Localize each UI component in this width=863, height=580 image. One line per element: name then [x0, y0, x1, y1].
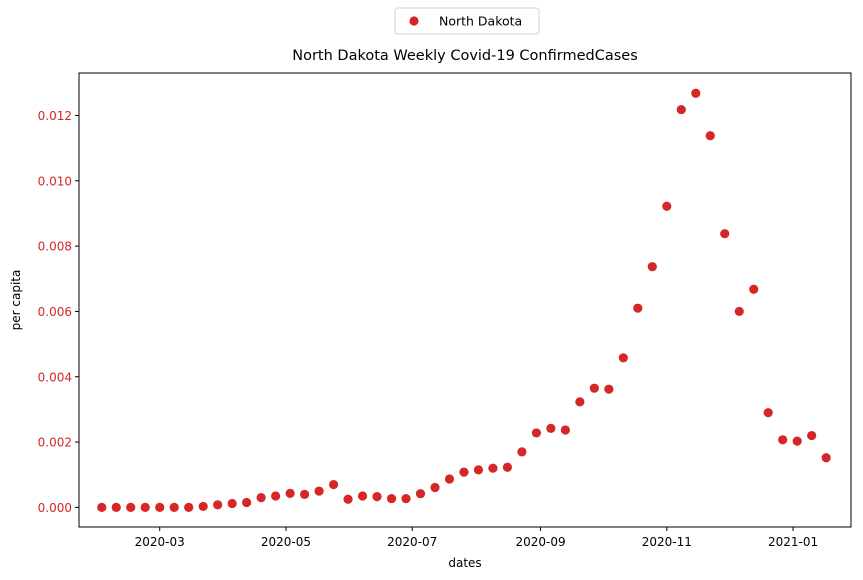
legend-marker	[409, 16, 419, 26]
data-point	[575, 397, 585, 407]
data-point	[734, 306, 744, 317]
x-tick-label: 2021-01	[768, 535, 818, 549]
data-point	[401, 493, 411, 504]
x-tick-label: 2020-11	[642, 535, 692, 549]
data-point	[415, 489, 426, 499]
data-point	[444, 474, 455, 484]
data-point	[749, 284, 759, 294]
legend-entry-north-dakota: North Dakota	[439, 14, 522, 29]
x-tick-label: 2020-03	[135, 535, 185, 549]
data-points	[97, 88, 831, 513]
data-point	[633, 303, 643, 313]
y-tick-label: 0.008	[38, 240, 72, 254]
data-point	[473, 465, 484, 475]
x-tick-label: 2020-05	[261, 535, 311, 549]
data-point	[357, 491, 368, 501]
data-point	[285, 488, 295, 498]
data-point	[807, 430, 817, 441]
data-point	[546, 423, 556, 433]
y-tick-label: 0.002	[38, 436, 72, 450]
data-point	[271, 491, 281, 501]
legend-box	[394, 7, 540, 35]
data-point	[821, 453, 831, 463]
data-point	[169, 502, 179, 513]
data-point	[227, 498, 237, 509]
data-point	[763, 408, 773, 418]
data-point	[459, 467, 469, 477]
data-point	[372, 492, 382, 502]
data-point	[328, 479, 339, 490]
data-point	[111, 502, 121, 513]
x-axis-ticks: 2020-03 2020-05 2020-07 2020-09 2020-11 2021-…	[135, 527, 818, 549]
data-point	[256, 493, 266, 503]
data-point	[720, 229, 730, 239]
data-point	[126, 502, 136, 513]
y-axis-ticks: 0.000 0.002 0.004 0.006 0.008 0.010 0.012	[38, 109, 79, 515]
data-point	[97, 502, 107, 513]
chart-title: North Dakota Weekly Covid-19 ConfirmedCa…	[292, 48, 638, 64]
y-tick-label: 0.000	[38, 501, 72, 515]
x-tick-label: 2020-07	[387, 535, 437, 549]
data-point	[517, 447, 527, 457]
data-point	[140, 502, 150, 513]
y-tick-label: 0.010	[38, 174, 72, 188]
data-point	[792, 436, 802, 446]
data-point	[386, 493, 397, 504]
legend: North Dakota	[394, 7, 540, 35]
data-point	[299, 489, 310, 499]
data-point	[314, 486, 324, 496]
data-point	[691, 88, 701, 98]
data-point	[676, 104, 686, 115]
data-point	[604, 384, 614, 394]
data-point	[430, 482, 440, 493]
y-axis-label: per capita	[9, 270, 23, 331]
data-point	[242, 497, 252, 508]
data-point	[705, 131, 715, 141]
data-point	[618, 353, 628, 363]
data-point	[647, 262, 657, 272]
data-point	[184, 502, 194, 513]
plot-frame	[78, 72, 852, 528]
data-point	[502, 462, 513, 472]
data-point	[343, 494, 353, 504]
data-point	[155, 502, 165, 513]
data-point	[213, 500, 223, 510]
data-point	[531, 428, 542, 438]
data-point	[662, 201, 672, 211]
data-point	[589, 383, 599, 393]
y-tick-label: 0.006	[38, 305, 72, 319]
y-tick-label: 0.012	[38, 109, 72, 123]
data-point	[778, 435, 788, 445]
data-point	[560, 425, 570, 435]
x-tick-label: 2020-09	[515, 535, 565, 549]
x-axis-label: dates	[448, 556, 481, 570]
y-tick-label: 0.004	[38, 370, 72, 384]
data-point	[198, 501, 208, 512]
data-point	[488, 463, 498, 473]
